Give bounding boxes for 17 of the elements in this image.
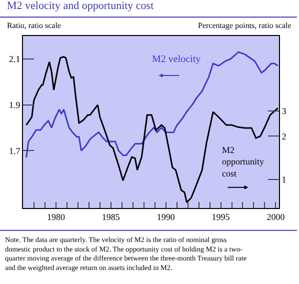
x-tick-label: 2000 bbox=[266, 212, 286, 222]
x-tick-label: 1980 bbox=[46, 212, 66, 222]
series-label: M2 opportunity cost bbox=[222, 145, 264, 178]
x-tick-label: 1995 bbox=[212, 212, 230, 222]
chart-title: M2 velocity and opportunity cost bbox=[7, 0, 154, 12]
y2-tick-label: 2 bbox=[282, 131, 286, 142]
line-series bbox=[26, 51, 279, 158]
y2-tick-label: 3 bbox=[282, 106, 287, 116]
y-tick-label: 1.9 bbox=[8, 100, 21, 110]
series-label: M2 velocity bbox=[152, 54, 201, 65]
y-axis-title: Ratio, ratio scale bbox=[7, 21, 62, 30]
y-tick-label: 2.1 bbox=[8, 54, 20, 64]
y2-axis-title: Percentage points, ratio scale bbox=[198, 21, 292, 30]
y2-tick-label: 1 bbox=[282, 174, 286, 184]
x-tick-label: 1985 bbox=[102, 212, 120, 222]
x-tick-label: 1990 bbox=[156, 212, 176, 222]
y-tick-label: 1.7 bbox=[8, 146, 21, 156]
